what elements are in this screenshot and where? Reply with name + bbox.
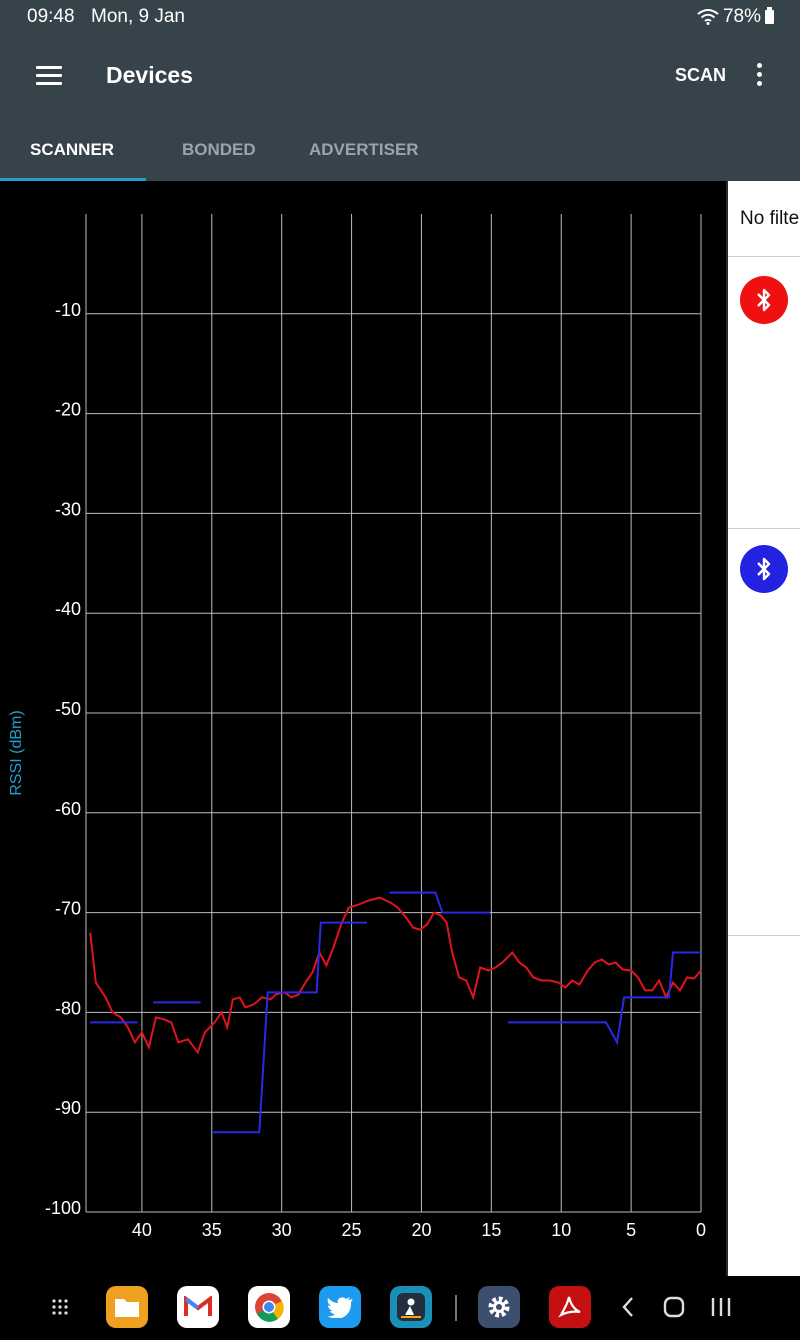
device-bluetooth-icon[interactable] (740, 276, 788, 324)
kindle-app-icon[interactable] (390, 1286, 432, 1328)
list-divider (728, 528, 800, 529)
y-tick-label: -80 (55, 998, 81, 1018)
x-tick-label: 35 (202, 1220, 222, 1240)
home-icon[interactable] (653, 1286, 695, 1328)
series-step-segment-1 (213, 921, 367, 1134)
acrobat-app-icon[interactable] (549, 1286, 591, 1328)
list-divider (728, 256, 800, 257)
chrome-app-icon[interactable] (248, 1286, 290, 1328)
tab-indicator (0, 178, 146, 182)
status-time: 09:48 (27, 6, 75, 27)
bluetooth-icon (757, 288, 771, 312)
series-step-segment-1 (389, 891, 490, 914)
tab-bonded[interactable]: BONDED (182, 140, 256, 159)
settings-app-icon[interactable] (478, 1286, 520, 1328)
x-tick-label: 20 (411, 1220, 431, 1240)
tab-advertiser[interactable]: ADVERTISER (309, 140, 419, 159)
series-step-segment-1 (508, 951, 701, 1046)
y-tick-label: -60 (55, 799, 81, 819)
y-tick-label: -70 (55, 899, 81, 919)
page-title: Devices (106, 62, 193, 88)
navigation-bar (0, 1276, 800, 1340)
back-icon[interactable] (607, 1286, 649, 1328)
tab-scanner[interactable]: SCANNER (30, 140, 115, 159)
app-bar: Devices SCAN SCANNER BONDED ADVERTISER (0, 32, 800, 182)
y-axis-label: RSSI (dBm) (8, 710, 25, 795)
y-tick-label: -50 (55, 699, 81, 719)
bluetooth-icon (757, 557, 771, 581)
x-tick-label: 10 (551, 1220, 571, 1240)
x-tick-label: 0 (696, 1220, 706, 1240)
nav-separator (455, 1295, 457, 1321)
gmail-app-icon[interactable] (177, 1286, 219, 1328)
apps-grid-icon[interactable] (39, 1286, 81, 1328)
x-tick-label: 15 (481, 1220, 501, 1240)
y-tick-label: -30 (55, 499, 81, 519)
list-divider (728, 935, 800, 936)
x-tick-label: 40 (132, 1220, 152, 1240)
series-line-0 (89, 896, 702, 1055)
x-tick-label: 5 (626, 1220, 636, 1240)
more-options-icon[interactable] (752, 63, 766, 87)
y-tick-label: -20 (55, 400, 81, 420)
panel-divider (726, 181, 728, 1276)
tab-bar: SCANNER BONDED ADVERTISER (0, 126, 800, 182)
y-tick-label: -100 (45, 1198, 81, 1218)
y-tick-label: -10 (55, 300, 81, 320)
x-tick-label: 30 (272, 1220, 292, 1240)
wifi-icon (697, 9, 719, 25)
menu-icon[interactable] (36, 66, 62, 86)
x-tick-label: 25 (342, 1220, 362, 1240)
status-bar: 09:48 Mon, 9 Jan 78% (0, 0, 800, 32)
status-right: 78% (697, 6, 774, 28)
status-date: Mon, 9 Jan (91, 6, 185, 27)
recent-apps-icon[interactable] (700, 1286, 742, 1328)
rssi-chart: 40 35 30 25 20 15 10 5 0 -10 -20 -30 -40 -50 -60 -70 -80… (0, 181, 726, 1276)
files-app-icon[interactable] (106, 1286, 148, 1328)
twitter-app-icon[interactable] (319, 1286, 361, 1328)
device-list-panel: No filter (726, 181, 800, 1276)
battery-icon (765, 7, 774, 24)
scan-button[interactable]: SCAN (675, 65, 727, 85)
y-tick-label: -90 (55, 1098, 81, 1118)
filter-label[interactable]: No filter (740, 208, 800, 229)
device-bluetooth-icon[interactable] (740, 545, 788, 593)
battery-percent: 78% (722, 6, 761, 27)
y-tick-label: -40 (55, 599, 81, 619)
rssi-chart-svg: 40 35 30 25 20 15 10 5 0 -10 -20 -30 -40 -50 -60 -70 -80… (8, 214, 706, 1240)
